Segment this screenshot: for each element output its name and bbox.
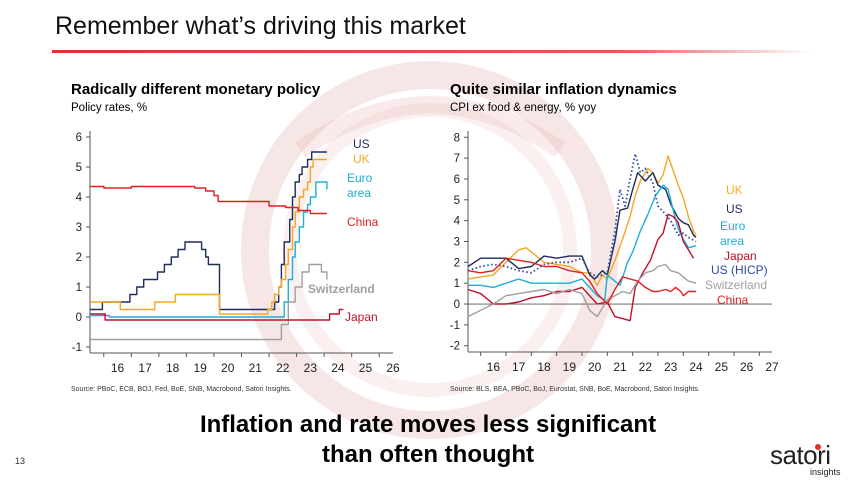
- y-tick-label: 3: [76, 222, 82, 234]
- legend-us-hicp-: US (HICP): [711, 263, 768, 277]
- series-line-euro-area: [468, 184, 697, 301]
- satori-logo: satori insights: [770, 440, 858, 480]
- series-line-japan: [90, 308, 344, 321]
- series-line-china: [467, 257, 696, 305]
- series-line-us: [90, 151, 327, 311]
- y-tick-label: 7: [454, 153, 460, 165]
- y-tick-label: 8: [454, 132, 460, 144]
- x-tick-label: 27: [765, 360, 779, 374]
- x-tick-label: 22: [639, 360, 653, 374]
- chart-inflation-title: Quite similar inflation dynamics: [450, 81, 677, 98]
- chart-policy-title: Radically different monetary policy: [71, 81, 321, 98]
- legend-switzerland: Switzerland: [308, 282, 375, 296]
- x-tick-label: 23: [664, 360, 678, 374]
- x-tick-label: 23: [304, 361, 318, 375]
- x-tick-label: 22: [276, 361, 290, 375]
- legend-us: US: [726, 202, 743, 216]
- x-tick-label: 19: [194, 361, 208, 375]
- logo-subtitle: insights: [810, 467, 841, 477]
- x-tick-label: 26: [386, 361, 400, 375]
- x-tick-label: 24: [689, 360, 703, 374]
- y-tick-label: 0: [454, 299, 460, 311]
- series-line-japan: [467, 213, 695, 322]
- legend-japan: Japan: [724, 249, 757, 263]
- y-tick-label: 6: [454, 174, 460, 186]
- chart-inflation-source: Source: BLS, BEA, PBoC, BoJ, Eurostat, S…: [450, 386, 700, 393]
- series-line-us: [467, 172, 697, 280]
- x-tick-label: 26: [740, 360, 754, 374]
- series-line-uk: [467, 155, 697, 286]
- y-tick-label: 6: [76, 132, 82, 144]
- series-line-china: [90, 185, 327, 215]
- y-tick-label: -1: [72, 342, 82, 354]
- legend-switzerland: Switzerland: [705, 278, 767, 292]
- chart-policy-subtitle: Policy rates, %: [71, 102, 148, 114]
- chart-inflation-subtitle: CPI ex food & energy, % yoy: [450, 102, 597, 114]
- legend-china: China: [717, 293, 749, 307]
- x-tick-label: 17: [138, 361, 152, 375]
- x-tick-label: 25: [359, 361, 373, 375]
- y-tick-label: 0: [76, 312, 82, 324]
- x-tick-label: 24: [331, 361, 345, 375]
- y-tick-label: 1: [454, 278, 460, 290]
- y-tick-label: 5: [76, 162, 82, 174]
- x-tick-label: 21: [613, 360, 627, 374]
- legend-us: US: [353, 137, 370, 151]
- y-tick-label: -2: [450, 341, 460, 353]
- x-tick-label: 17: [512, 360, 526, 374]
- y-tick-label: 2: [76, 252, 82, 264]
- legend-euro-area: Euro area: [347, 171, 373, 200]
- x-tick-label: 19: [563, 360, 577, 374]
- series-line-uk: [90, 158, 327, 315]
- headline-line-2: than often thought: [322, 441, 534, 468]
- x-tick-label: 16: [487, 360, 501, 374]
- y-tick-label: 1: [76, 282, 82, 294]
- y-tick-label: 5: [454, 195, 460, 207]
- x-tick-label: 18: [537, 360, 551, 374]
- title-underline: [52, 50, 812, 53]
- x-tick-label: 21: [249, 361, 263, 375]
- legend-japan: Japan: [345, 310, 378, 324]
- x-tick-label: 25: [715, 360, 729, 374]
- x-tick-label: 16: [111, 361, 125, 375]
- headline-line-1: Inflation and rate moves less significan…: [199, 411, 657, 438]
- y-tick-label: 2: [454, 257, 460, 269]
- slide-title: Remember what’s driving this market: [55, 12, 466, 40]
- y-tick-label: 3: [454, 237, 460, 249]
- x-tick-label: 20: [588, 360, 602, 374]
- series-line-switzerland: [90, 263, 328, 341]
- legend-euro-area: Euro area: [720, 219, 746, 248]
- y-tick-label: 4: [454, 216, 461, 228]
- y-tick-label: -1: [450, 320, 460, 332]
- x-tick-label: 20: [221, 361, 235, 375]
- logo-wordmark: satori: [770, 440, 831, 470]
- legend-china: China: [347, 215, 379, 229]
- logo-accent-dot: [815, 444, 821, 450]
- legend-uk: UK: [353, 152, 370, 166]
- headline: Inflation and rate moves less significan…: [100, 410, 756, 470]
- x-tick-label: 18: [166, 361, 180, 375]
- series-line-euro-area: [90, 181, 328, 318]
- y-tick-label: 4: [76, 192, 83, 204]
- chart-policy-source: Source: PBoC, ECB, BOJ, Fed, BoE, SNB, M…: [71, 386, 292, 393]
- legend-uk: UK: [726, 183, 743, 197]
- page-number: 13: [15, 456, 26, 466]
